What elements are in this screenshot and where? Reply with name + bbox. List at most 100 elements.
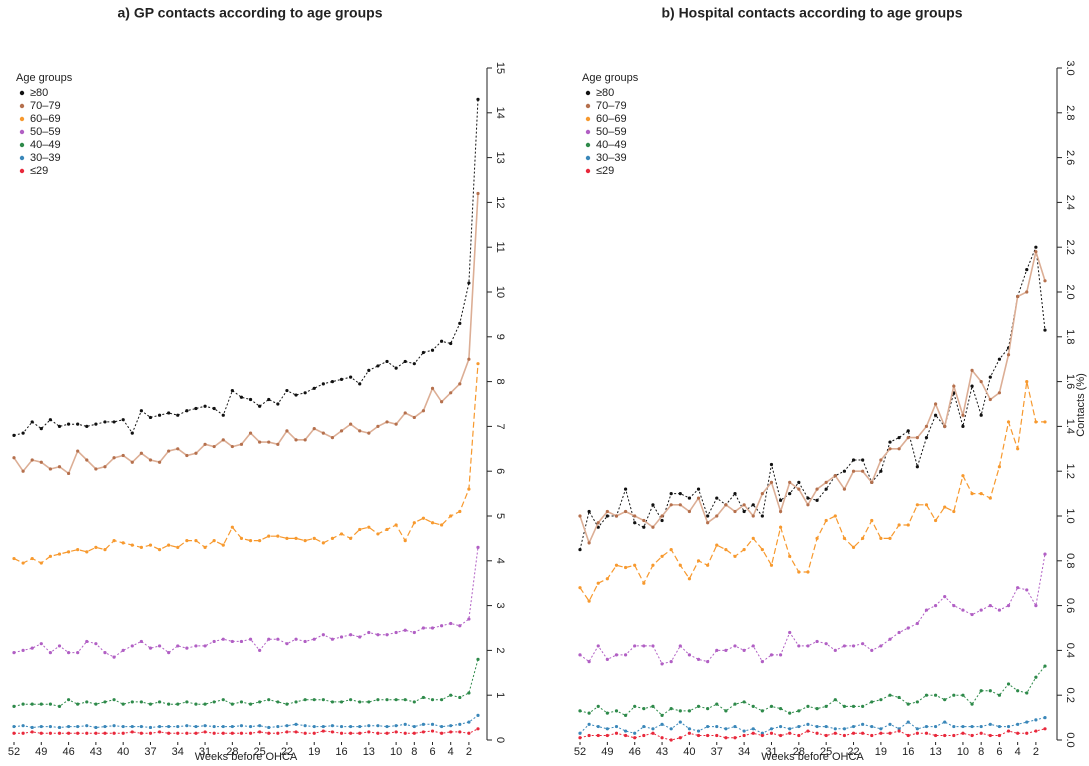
data-point [57, 704, 62, 709]
data-point [1025, 588, 1029, 592]
data-point [258, 440, 262, 444]
data-point [1006, 729, 1011, 733]
data-point [103, 700, 107, 704]
data-point [842, 727, 847, 731]
data-point [924, 731, 929, 735]
data-point [85, 458, 89, 462]
data-point [440, 724, 444, 729]
data-point [367, 368, 371, 372]
x-tick-label: 31 [199, 746, 211, 758]
data-point [185, 646, 189, 650]
data-point [933, 604, 938, 608]
data-point [897, 727, 901, 731]
data-point [715, 514, 719, 518]
data-point [815, 536, 819, 541]
data-point [614, 514, 619, 518]
data-point [614, 724, 619, 729]
data-point [742, 733, 746, 738]
data-point [706, 660, 710, 664]
data-point [979, 731, 983, 735]
data-point [376, 731, 380, 735]
data-point [176, 545, 180, 549]
data-point [614, 653, 619, 657]
data-point [897, 695, 901, 700]
data-point [285, 429, 289, 433]
data-point [1006, 724, 1011, 729]
data-point [212, 539, 216, 543]
y-tick-label: 0.0 [1064, 732, 1076, 747]
data-point [203, 545, 207, 549]
data-point [157, 730, 162, 734]
data-point [888, 637, 892, 641]
y-tick-label: 1 [494, 692, 506, 698]
data-point [430, 521, 435, 525]
data-point [48, 418, 52, 422]
data-point [467, 617, 471, 621]
data-point [788, 731, 792, 735]
data-point [57, 465, 62, 469]
data-point [112, 539, 116, 543]
y-tick-label: 9 [494, 334, 506, 340]
y-tick-label: 3.0 [1064, 60, 1076, 75]
data-point [112, 724, 116, 728]
data-point [367, 700, 371, 704]
data-point [742, 700, 746, 704]
data-point [660, 514, 664, 518]
data-point [906, 429, 910, 433]
data-point [578, 586, 582, 590]
data-point [943, 720, 947, 724]
data-point [797, 480, 801, 484]
data-point [970, 492, 974, 496]
data-point [157, 413, 162, 417]
data-point [979, 608, 983, 612]
data-point [30, 556, 34, 561]
data-point [760, 731, 764, 735]
data-point [687, 577, 692, 581]
data-point [696, 733, 701, 738]
data-point [943, 698, 947, 702]
data-point [751, 731, 755, 735]
data-point [778, 724, 783, 729]
legend-title: Age groups [16, 72, 73, 84]
data-point [788, 711, 792, 715]
data-point [997, 391, 1002, 395]
data-point [623, 713, 628, 717]
data-point [30, 646, 34, 650]
data-point [915, 621, 919, 626]
data-point [294, 438, 298, 442]
data-point [130, 543, 134, 547]
data-point [733, 554, 737, 558]
data-point [130, 724, 134, 729]
data-point [30, 420, 34, 424]
y-tick-label: 7 [494, 423, 506, 429]
x-tick-label: 10 [957, 746, 969, 758]
data-point [605, 711, 609, 715]
data-point [806, 570, 810, 574]
data-point [185, 539, 189, 543]
data-point [842, 644, 847, 648]
y-tick-label: 1.4 [1064, 419, 1076, 434]
data-point [696, 657, 701, 661]
y-tick-label: 8 [494, 379, 506, 385]
data-point [988, 496, 992, 500]
data-point [605, 509, 609, 514]
data-point [21, 648, 25, 653]
data-point [349, 724, 353, 729]
data-point [587, 660, 591, 664]
data-point [121, 453, 125, 458]
data-point [715, 702, 719, 706]
data-point [12, 731, 16, 735]
data-point [642, 724, 646, 729]
data-point [412, 724, 416, 729]
data-point [267, 397, 271, 402]
data-point [203, 442, 207, 446]
data-point [339, 377, 344, 381]
data-point [258, 404, 262, 408]
data-point [66, 724, 71, 729]
legend-marker [585, 168, 591, 174]
legend-label: 30–39 [30, 152, 61, 164]
data-point [788, 480, 792, 484]
data-point [130, 644, 134, 648]
data-point [742, 503, 746, 507]
data-point [1043, 328, 1047, 332]
